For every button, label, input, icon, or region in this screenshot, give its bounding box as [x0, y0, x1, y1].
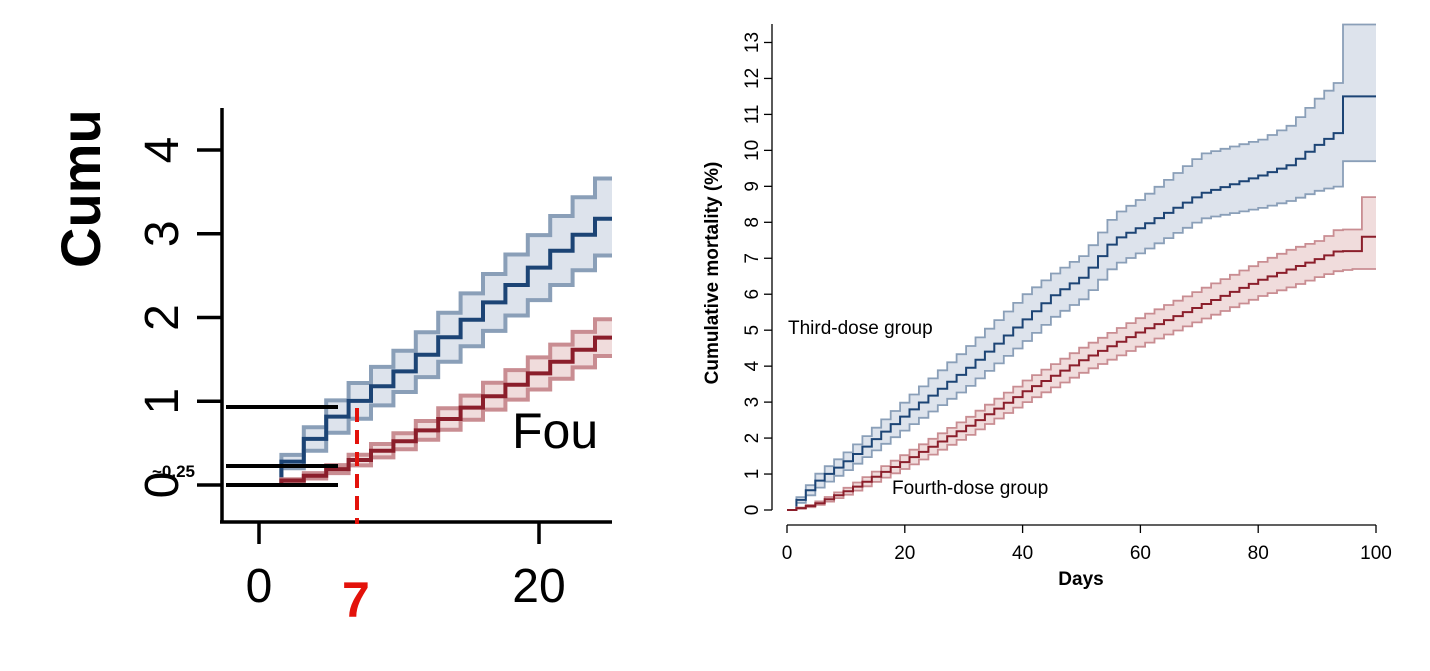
annotation-value-label: ~0.25: [152, 462, 195, 481]
third-dose-ci-band: [787, 24, 1376, 510]
third-dose-ci-upper: [787, 23, 1376, 511]
y-tick-label: 6: [742, 289, 763, 300]
zoom-series-group: [259, 176, 612, 487]
zoom-ylabel-fragment: Cumu: [49, 109, 112, 268]
annotation-day-label: 7: [342, 572, 370, 628]
y-tick-label: 0: [742, 505, 763, 516]
y-tick-label: 2: [742, 433, 763, 444]
zoom-annotations: [226, 405, 359, 524]
y-tick-label: 13: [742, 32, 763, 53]
x-tick-label: 80: [1248, 543, 1269, 564]
zoom-fourth-dose-ci-upper: [259, 317, 612, 487]
zoomed-chart-panel: Cumu 0 1 2 3 4 0 20 Fou ~0.25 7: [49, 108, 612, 628]
zoom-x-tick-label: 0: [246, 560, 273, 613]
zoom-fourth-dose-ci-lower: [259, 354, 612, 487]
y-tick-label: 8: [742, 217, 763, 228]
y-tick-label: 9: [742, 181, 763, 192]
x-tick-label: 20: [894, 543, 915, 564]
third-dose-ci-lower: [787, 160, 1376, 511]
zoom-x-tick-label: 20: [512, 560, 565, 613]
zoom-y-tick-label: 4: [136, 137, 189, 164]
zoom-third-dose-line: [259, 216, 612, 487]
series-group: [787, 23, 1376, 511]
x-axis-title: Days: [1058, 569, 1103, 590]
y-tick-label: 10: [742, 140, 763, 161]
zoom-y-ticks: 0 1 2 3 4: [136, 137, 222, 499]
fourth-dose-line: [787, 235, 1376, 511]
x-tick-label: 100: [1360, 543, 1392, 564]
zoom-fourth-dose-ci-band: [259, 319, 612, 485]
y-axis-title: Cumulative mortality (%): [702, 162, 723, 385]
y-tick-label: 1: [742, 469, 763, 480]
y-tick-label: 5: [742, 325, 763, 336]
zoom-third-dose-ci-upper: [259, 176, 612, 487]
y-tick-label: 11: [742, 105, 763, 125]
zoom-y-tick-label: 3: [136, 220, 189, 247]
cumulative-mortality-chart: Cumulative mortality (%) Days 0123456789…: [702, 23, 1392, 590]
zoom-x-ticks: 0 20: [246, 522, 566, 613]
x-tick-label: 40: [1012, 543, 1033, 564]
series-label-third-dose: Third-dose group: [788, 318, 933, 339]
x-tick-label: 0: [782, 543, 793, 564]
zoom-inset-label: Fou: [512, 403, 598, 459]
y-tick-label: 3: [742, 397, 763, 408]
x-tick-label: 60: [1130, 543, 1151, 564]
x-ticks: 0 20 40 60 80 100: [782, 525, 1392, 564]
zoom-third-dose-ci-lower: [259, 253, 612, 487]
fourth-dose-ci-band: [787, 197, 1376, 510]
zoom-y-tick-label: 1: [136, 388, 189, 415]
series-label-fourth-dose: Fourth-dose group: [892, 478, 1048, 499]
third-dose-line: [787, 95, 1376, 511]
y-tick-label: 4: [742, 360, 763, 371]
zoom-y-tick-label: 0: [136, 472, 189, 499]
y-tick-label: 12: [742, 68, 763, 89]
y-tick-label: 7: [742, 253, 763, 264]
zoom-y-tick-label: 2: [136, 304, 189, 331]
zoom-fourth-dose-line: [259, 335, 612, 487]
fourth-dose-ci-lower: [787, 268, 1376, 511]
fourth-dose-ci-upper: [787, 196, 1376, 511]
